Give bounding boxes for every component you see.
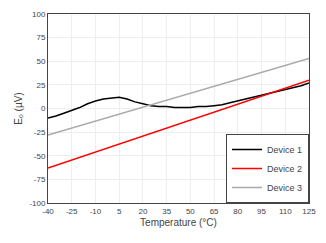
svg-text:50: 50 [36,57,45,66]
svg-text:Temperature (°C): Temperature (°C) [140,217,217,228]
svg-text:-10: -10 [90,207,102,216]
svg-text:25: 25 [36,81,45,90]
svg-text:20: 20 [138,207,147,216]
svg-text:0: 0 [41,104,46,113]
svg-text:95: 95 [257,207,266,216]
svg-text:-100: -100 [29,199,46,208]
svg-text:Eₒ (µV): Eₒ (µV) [13,92,24,124]
svg-text:-50: -50 [34,152,46,161]
svg-text:100: 100 [32,10,46,19]
svg-text:Device 1: Device 1 [267,145,302,155]
svg-text:-40: -40 [42,207,54,216]
svg-text:Device 2: Device 2 [267,164,302,174]
svg-text:75: 75 [36,33,45,42]
svg-text:Device 3: Device 3 [267,183,302,193]
svg-text:-25: -25 [66,207,78,216]
svg-text:65: 65 [210,207,219,216]
svg-text:5: 5 [117,207,122,216]
svg-text:50: 50 [186,207,195,216]
svg-text:-75: -75 [34,175,46,184]
svg-text:110: 110 [279,207,292,216]
svg-text:35: 35 [162,207,171,216]
svg-text:-25: -25 [34,128,46,137]
svg-text:80: 80 [233,207,242,216]
svg-text:125: 125 [302,207,316,216]
